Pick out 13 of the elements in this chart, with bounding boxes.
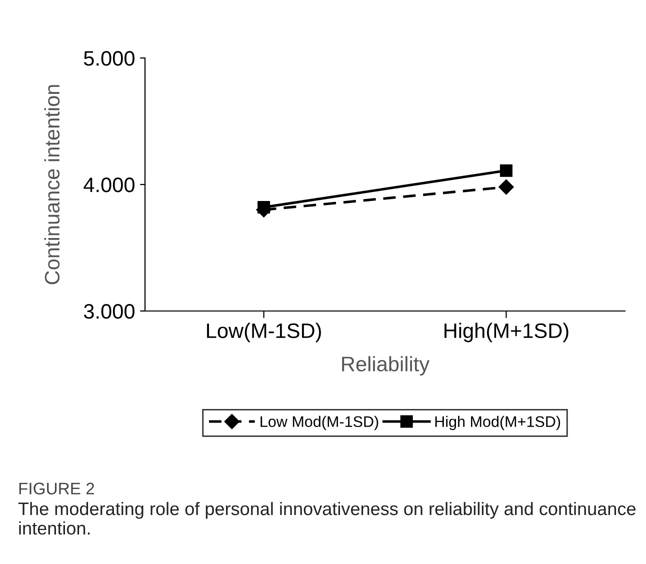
text: The moderating role of personal innovativeness on reliability and continuance intention. <box>18 502 636 535</box>
point <box>500 164 512 177</box>
x-tick-label: High(M+1SD) <box>444 322 568 342</box>
point <box>498 179 514 195</box>
x-axis-title: Reliability <box>342 356 430 376</box>
legend-label: High Mod(M+1SD) <box>435 416 560 430</box>
y-tick-label: 5.000 <box>84 51 134 66</box>
caption: FIGURE 2 <box>19 482 94 494</box>
y-tick-label: 4.000 <box>84 178 134 192</box>
x-tick-label: Low(M-1SD) <box>207 322 321 342</box>
y-axis-title: Continuance intention <box>44 85 60 284</box>
y-tick-label: 3.000 <box>84 304 134 319</box>
legend-label: Low Mod(M-1SD) <box>260 416 378 430</box>
